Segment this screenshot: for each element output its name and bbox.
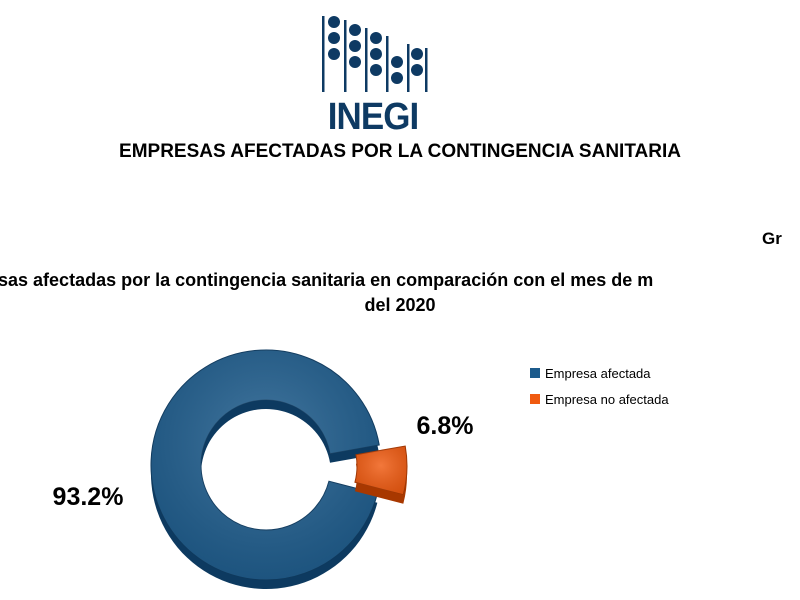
donut-slice-empresa-no-afectada [354, 445, 408, 504]
document-title: EMPRESAS AFECTADAS POR LA CONTINGENCIA S… [119, 141, 681, 162]
chart-title: esas afectadas por la contingencia sanit… [0, 268, 800, 318]
chart-title-line-1: esas afectadas por la contingencia sanit… [0, 270, 654, 290]
legend-swatch-empresa-no-afectada [530, 394, 540, 404]
donut-slice-empresa-afectada [150, 349, 380, 589]
donut-chart: 93.2% 6.8% [53, 349, 474, 589]
graph-number-label: Gr [762, 229, 782, 248]
legend-item-empresa-afectada: Empresa afectada [530, 362, 669, 384]
data-label-empresa-afectada: 93.2% [53, 483, 124, 511]
legend-item-empresa-no-afectada: Empresa no afectada [530, 388, 669, 410]
donut-slice-shade-empresa-afectada [150, 349, 380, 580]
inegi-logo-text: INEGI [327, 96, 420, 138]
chart-legend: Empresa afectada Empresa no afectada [530, 362, 669, 414]
legend-label-empresa-afectada: Empresa afectada [545, 365, 651, 381]
inegi-logo: INEGI [318, 14, 428, 136]
inegi-logo-mark [322, 16, 428, 92]
legend-swatch-empresa-afectada [530, 368, 540, 378]
donut-slice-shade-empresa-no-afectada [354, 446, 407, 495]
chart-title-line-2: del 2020 [364, 295, 436, 315]
legend-label-empresa-no-afectada: Empresa no afectada [545, 391, 669, 407]
data-label-empresa-no-afectada: 6.8% [417, 412, 474, 440]
